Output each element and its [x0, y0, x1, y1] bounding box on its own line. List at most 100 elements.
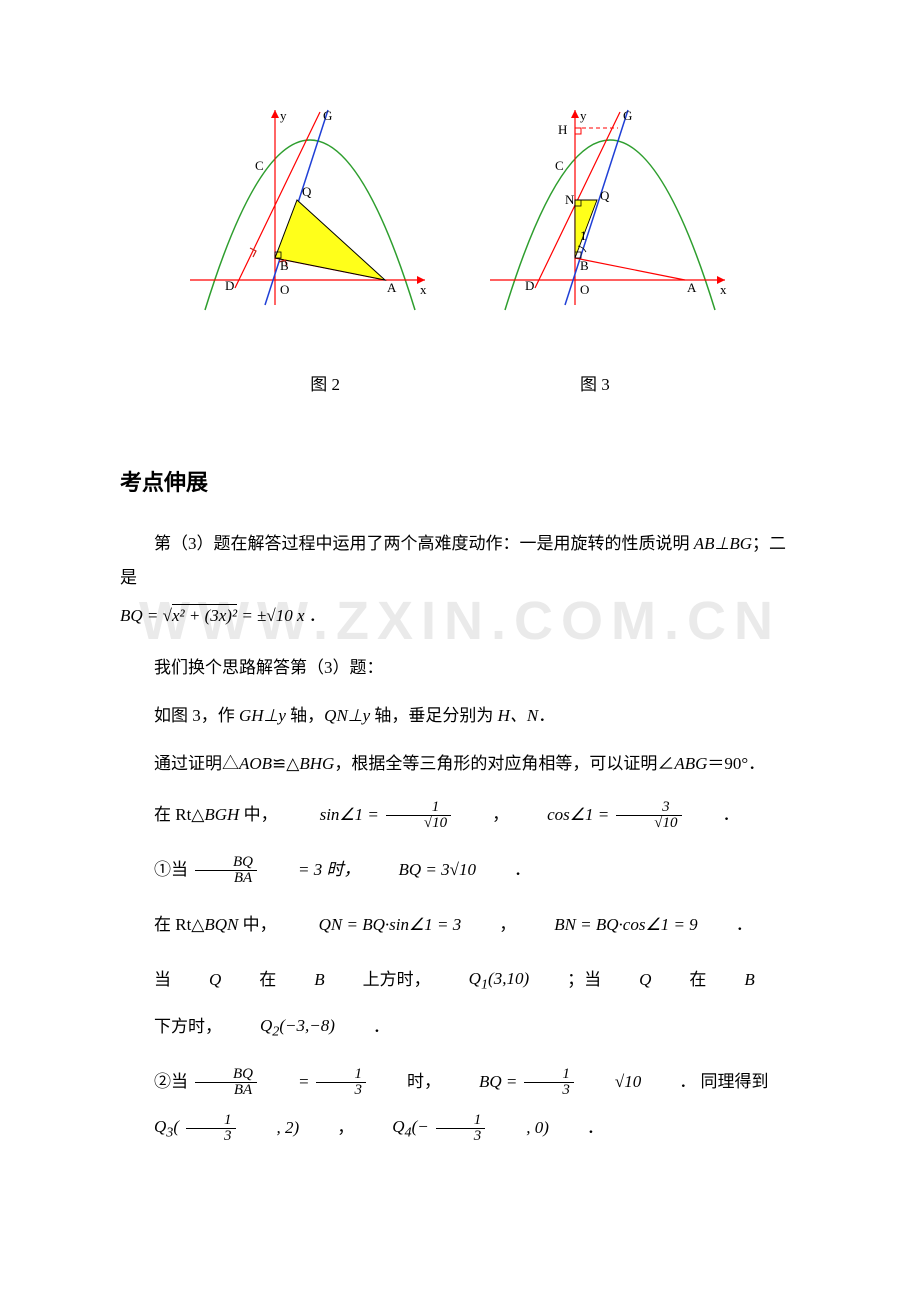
svg-text:1: 1	[580, 228, 587, 243]
p5-cos-den: √10	[616, 816, 681, 831]
figure-3-label: 图 3	[580, 370, 610, 395]
para-3: 如图 3，作 GH⊥y 轴，QN⊥y 轴，垂足分别为 H、N．	[120, 699, 800, 733]
p6-period: ．	[480, 850, 531, 891]
svg-text:Q: Q	[600, 188, 610, 203]
p9c: 时，	[373, 1062, 441, 1103]
para-8: 当 Q 在 B 上方时， Q1(3,10)；当 Q 在 B 下方时， Q2(−3…	[120, 959, 800, 1048]
p8d: B	[280, 960, 324, 1001]
p8j: B	[710, 960, 754, 1001]
p9-f1-num: BQ	[195, 1067, 257, 1083]
p1d: BQ = √x² + (3x)² = ±√10 x	[120, 604, 305, 625]
p6-num: BQ	[195, 855, 257, 871]
p8a: 当	[120, 960, 171, 1001]
p5-cos-frac: 3√10	[616, 800, 681, 831]
p4d: BHG	[299, 754, 334, 773]
para-9: ②当 BQBA = 13 时， BQ = 13 √10 ． 同理得到 Q3(13…	[120, 1062, 800, 1149]
p7b: BQN	[204, 915, 238, 934]
svg-text:Q: Q	[302, 184, 312, 199]
p9-f2-num: 1	[316, 1067, 366, 1083]
svg-text:y: y	[280, 108, 287, 123]
p1b: AB⊥BG	[694, 534, 752, 553]
p9-f5-den: 3	[436, 1129, 486, 1144]
para-7: 在 Rt△BQN 中， QN = BQ·sin∠1 = 3 ， BN = BQ·…	[120, 905, 800, 946]
p9h: Q4(−	[358, 1107, 429, 1149]
p4e: ，根据全等三角形的对应角相等，可以证明∠	[334, 754, 674, 773]
p9-f4-num: 1	[186, 1113, 236, 1129]
svg-text:H: H	[558, 122, 567, 137]
p9a: ②当	[120, 1062, 188, 1103]
svg-text:C: C	[255, 158, 264, 173]
p8h: Q	[605, 960, 651, 1001]
p5-sin-num: 1	[386, 800, 451, 816]
p4g: ＝90°．	[707, 754, 765, 773]
para-6: ①当 BQBA = 3 时， BQ = 3√10 ．	[120, 850, 800, 891]
p6a: ①当	[120, 850, 188, 891]
p8l: Q2(−3,−8)	[226, 1006, 335, 1048]
p9-frac5: 13	[436, 1113, 486, 1144]
p8b: Q	[175, 960, 221, 1001]
svg-text:O: O	[580, 282, 589, 297]
svg-text:x: x	[420, 282, 427, 297]
p3c: 轴，	[286, 706, 324, 725]
svg-text:A: A	[687, 280, 697, 295]
figure-2-label: 图 2	[310, 370, 340, 395]
p9-f5-num: 1	[436, 1113, 486, 1129]
p8-period: ．	[339, 1007, 390, 1048]
p5-cos-label: cos∠1 =	[513, 795, 609, 836]
p8f: Q1(3,10)	[435, 959, 529, 1001]
p9g: ，	[303, 1108, 354, 1149]
p6c: BQ = 3√10	[364, 850, 475, 891]
para-1: 第（3）题在解答过程中运用了两个高难度动作：一是用旋转的性质说明 AB⊥BG；二…	[120, 527, 800, 595]
p9-frac1: BQBA	[195, 1067, 257, 1098]
p9-frac4: 13	[186, 1113, 236, 1144]
svg-text:D: D	[525, 278, 534, 293]
figure-3: y G H C N Q 1 B D O A x	[480, 100, 740, 320]
svg-text:y: y	[580, 108, 587, 123]
p4f: ABG	[674, 754, 707, 773]
p5b: BGH	[204, 805, 239, 824]
p6-den: BA	[195, 871, 257, 886]
p9-frac2: 13	[316, 1067, 366, 1098]
svg-text:A: A	[387, 280, 397, 295]
p5-sin-den: √10	[386, 816, 451, 831]
svg-text:B: B	[280, 258, 289, 273]
p8g: ；当	[533, 960, 601, 1001]
p7d: QN = BQ·sin∠1 = 3	[285, 905, 462, 946]
p9-period: ．	[553, 1108, 604, 1149]
svg-text:C: C	[555, 158, 564, 173]
p9-f1-den: BA	[195, 1083, 257, 1098]
p9-f3-num: 1	[524, 1067, 574, 1083]
figure-2: y G C Q B D O A x	[180, 100, 440, 320]
p4c: ≌△	[272, 754, 299, 773]
p5a: 在 Rt△	[154, 805, 204, 824]
p9-frac3: 13	[524, 1067, 574, 1098]
p5-sin-frac: 1√10	[386, 800, 451, 831]
svg-text:O: O	[280, 282, 289, 297]
p1a: 第（3）题在解答过程中运用了两个高难度动作：一是用旋转的性质说明	[154, 534, 694, 553]
p9-f3-den: 3	[524, 1083, 574, 1098]
para-1b: BQ = √x² + (3x)² = ±√10 x ．	[120, 599, 800, 633]
p7a: 在 Rt△	[154, 915, 204, 934]
p4a: 通过证明△	[154, 754, 239, 773]
p5-comma1: ，	[458, 795, 509, 836]
p8c: 在	[225, 960, 276, 1001]
p9b: =	[264, 1062, 309, 1103]
p3f: H、N	[498, 706, 539, 725]
p5-period: ．	[689, 795, 740, 836]
p8k: 下方时，	[120, 1007, 222, 1048]
p9d-l: BQ =	[445, 1062, 517, 1103]
para-5: 在 Rt△BGH 中， sin∠1 = 1√10 ， cos∠1 = 3√10 …	[120, 795, 800, 836]
p1e: ．	[305, 606, 326, 625]
p3b: GH⊥y	[239, 706, 286, 725]
p9d-r: √10	[581, 1062, 641, 1103]
p9f-r: , 2)	[243, 1108, 300, 1149]
p4b: AOB	[239, 754, 272, 773]
p3g: ．	[538, 706, 555, 725]
para-2: 我们换个思路解答第（3）题：	[120, 651, 800, 685]
svg-text:x: x	[720, 282, 727, 297]
p9-f4-den: 3	[186, 1129, 236, 1144]
p9-f2-den: 3	[316, 1083, 366, 1098]
p6b: = 3 时，	[264, 850, 360, 891]
p9f: Q3(	[120, 1107, 179, 1149]
p5-cos-num: 3	[616, 800, 681, 816]
